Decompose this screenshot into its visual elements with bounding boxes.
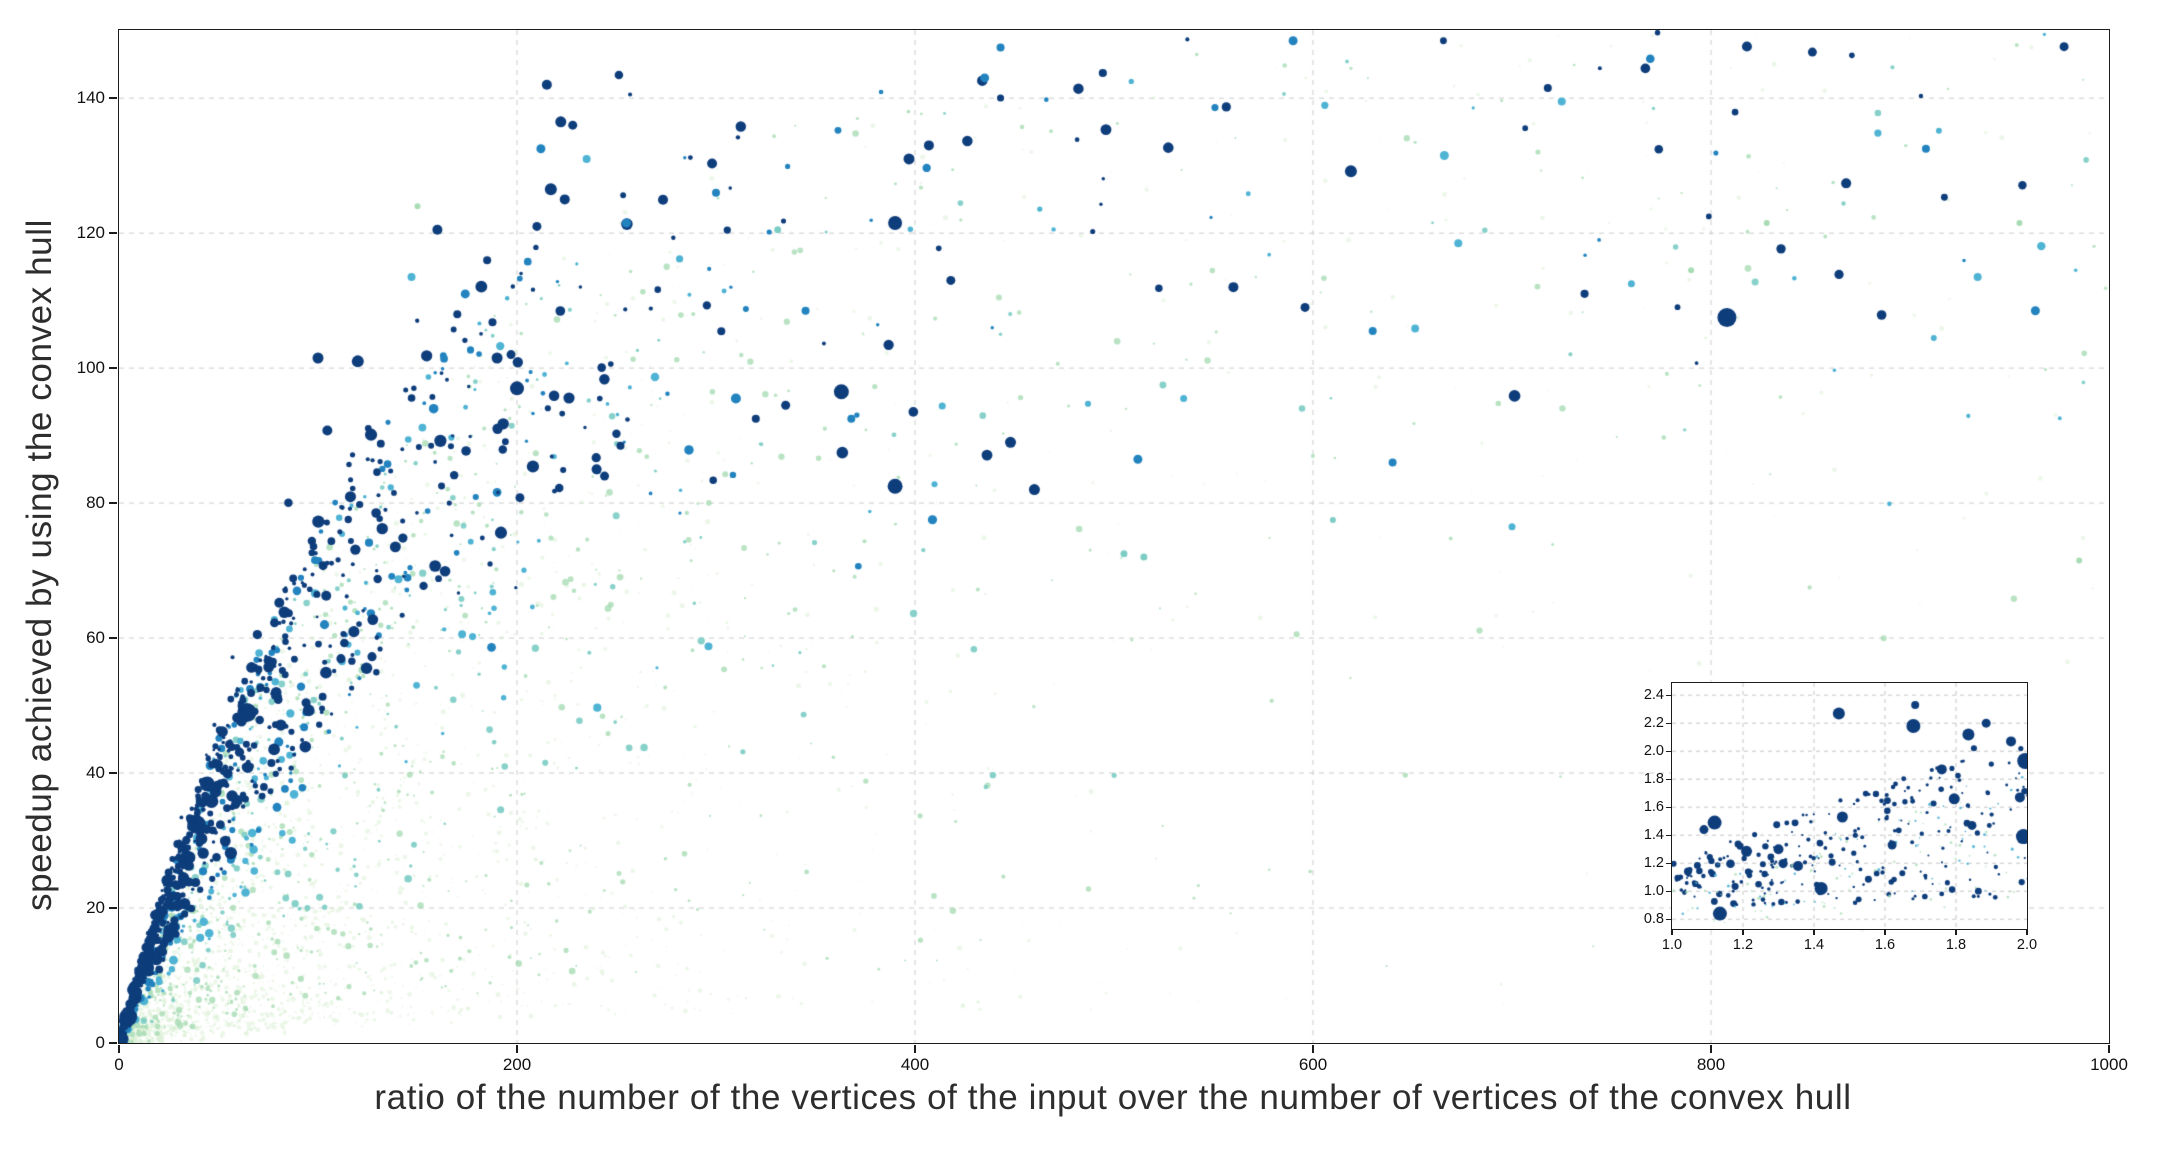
inset-y-tick-label: 1.2 [1643,855,1664,872]
inset-y-tick-mark [1665,694,1671,696]
inset-x-tick-label: 1.4 [1803,937,1825,953]
inset-x-tick-mark [1884,930,1886,936]
y-axis-label: speedup achieved by using the convex hul… [20,218,59,912]
y-tick-mark [109,907,118,909]
y-tick-mark [109,772,118,774]
inset-x-tick-mark [1742,930,1744,936]
x-tick-mark [1312,1044,1314,1053]
y-tick-mark [109,367,118,369]
y-tick-label: 80 [86,493,105,513]
inset-scatter-canvas [1672,683,2027,929]
inset-y-tick-label: 1.8 [1643,771,1664,788]
x-tick-label: 800 [1696,1055,1726,1074]
inset-y-tick-label: 1.0 [1643,883,1664,900]
y-tick-mark [109,232,118,234]
inset-x-tick-mark [1671,930,1673,936]
y-tick-label: 140 [76,88,105,108]
y-tick-mark [109,97,118,99]
inset-x-tick-mark [2026,930,2028,936]
y-tick-label: 60 [86,628,105,648]
inset-y-tick-label: 1.6 [1643,799,1664,816]
y-tick-label: 120 [76,223,105,243]
inset-y-tick-mark [1665,806,1671,808]
inset-y-tick-mark [1665,834,1671,836]
inset-y-tick-mark [1665,862,1671,864]
y-tick-label: 20 [86,898,105,918]
inset-y-tick-label: 1.4 [1643,827,1664,844]
x-tick-mark [914,1044,916,1053]
x-axis-label: ratio of the number of the vertices of t… [374,1078,1852,1117]
inset-x-tick-label: 2.0 [2016,937,2038,953]
y-tick-label: 40 [86,763,105,783]
inset-x-tick-label: 1.0 [1661,937,1683,953]
x-tick-label: 400 [900,1055,930,1074]
x-tick-mark [118,1044,120,1053]
x-tick-mark [1710,1044,1712,1053]
x-tick-label: 0 [114,1055,124,1074]
inset-x-tick-mark [1813,930,1815,936]
x-tick-label: 600 [1298,1055,1328,1074]
inset-x-tick-label: 1.6 [1874,937,1896,953]
x-tick-mark [2108,1044,2110,1053]
plot-area: 0 200 400 600 800 1000 0 20 40 60 80 100 120 140 1.0 1… [77,29,2128,1074]
x-tick-label: 1000 [2090,1055,2128,1074]
y-tick-mark [109,1042,118,1044]
inset-plot: 1.0 1.2 1.4 1.6 1.8 2.0 0.8 1.0 1.2 1.4 1.6 1.8 2.0 2… [1644,682,2037,953]
inset-x-tick-label: 1.8 [1945,937,1967,953]
inset-y-tick-label: 2.0 [1643,743,1664,760]
inset-y-tick-mark [1665,890,1671,892]
inset-x-tick-label: 1.2 [1732,937,1754,953]
inset-y-tick-mark [1665,722,1671,724]
y-tick-label: 0 [95,1033,105,1052]
inset-x-tick-mark [1955,930,1957,936]
y-tick-label: 100 [76,358,105,378]
x-tick-mark [516,1044,518,1053]
y-tick-mark [109,637,118,639]
inset-y-tick-label: 2.4 [1643,687,1664,704]
inset-y-tick-label: 0.8 [1643,911,1664,928]
inset-y-tick-label: 2.2 [1643,715,1664,732]
x-tick-label: 200 [502,1055,532,1074]
y-tick-mark [109,502,118,504]
inset-y-tick-mark [1665,750,1671,752]
inset-y-tick-mark [1665,778,1671,780]
inset-y-tick-mark [1665,918,1671,920]
